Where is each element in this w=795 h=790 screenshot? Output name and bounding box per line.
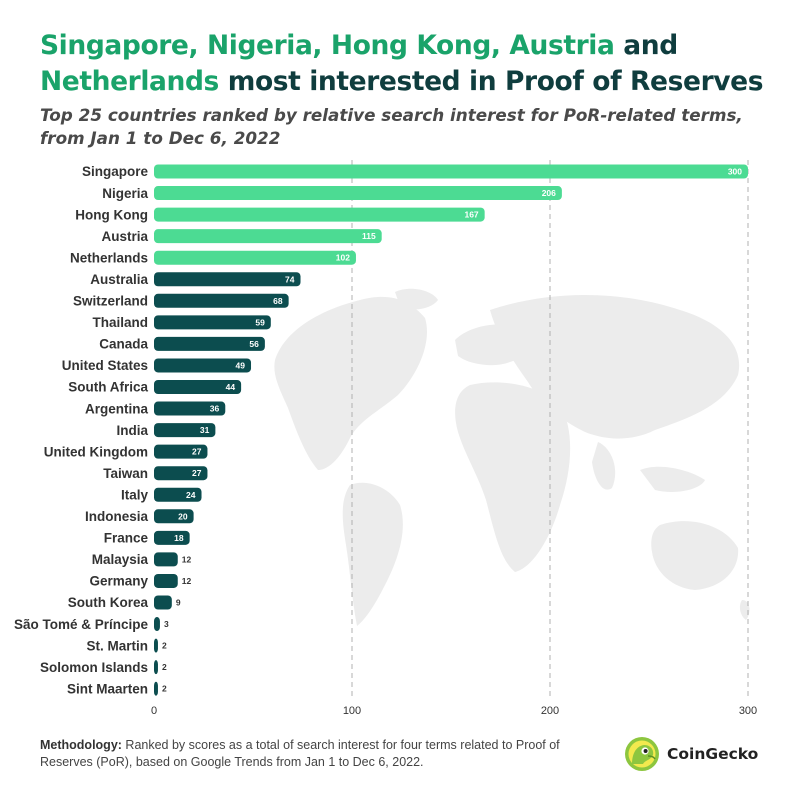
category-label: Argentina: [85, 401, 148, 416]
category-label: Nigeria: [102, 186, 148, 201]
brand-logo: CoinGecko: [624, 736, 758, 772]
value-label: 49: [236, 360, 246, 370]
title-highlight-netherlands: Netherlands: [40, 66, 219, 97]
category-label: United States: [62, 358, 148, 373]
value-label: 9: [176, 598, 181, 608]
brand-name: CoinGecko: [667, 745, 759, 763]
category-label: Solomon Islands: [40, 660, 148, 675]
bar: [154, 207, 485, 222]
value-label: 3: [164, 619, 169, 629]
bar: [154, 229, 382, 244]
bar-chart: Singapore 300 Nigeria 206 Hong Kong 167 Austri…: [14, 160, 757, 717]
bar: [154, 573, 178, 588]
category-label: Hong Kong: [75, 207, 148, 222]
title-rest: most interested in Proof of Reserves: [218, 66, 764, 97]
bar: [154, 638, 158, 653]
value-label: 59: [255, 317, 265, 327]
category-label: India: [116, 423, 148, 438]
value-label: 24: [186, 490, 196, 500]
x-tick-label: 200: [541, 705, 559, 717]
category-label: Canada: [99, 337, 148, 352]
x-tick-label: 300: [739, 705, 757, 717]
value-label: 300: [728, 167, 742, 177]
category-label: United Kingdom: [44, 444, 148, 459]
category-label: Thailand: [92, 315, 148, 330]
gecko-logo-icon: [625, 737, 659, 771]
chart-title: Singapore, Nigeria, Hong Kong, Austria a…: [40, 28, 780, 100]
bar: [154, 487, 202, 502]
category-label: Indonesia: [85, 509, 149, 524]
value-label: 2: [162, 662, 167, 672]
category-label: Sint Maarten: [67, 681, 148, 696]
x-tick-label: 0: [151, 705, 157, 717]
category-label: Australia: [90, 272, 148, 287]
category-label: Switzerland: [73, 294, 148, 309]
value-label: 56: [249, 339, 259, 349]
category-label: France: [104, 531, 149, 546]
bar: [154, 509, 194, 524]
bar: [154, 552, 178, 567]
category-label: Netherlands: [70, 250, 148, 265]
title-and: and: [614, 30, 678, 61]
category-label: South Africa: [68, 380, 148, 395]
title-highlight-countries: Singapore, Nigeria, Hong Kong, Austria: [40, 30, 615, 61]
bar: [154, 250, 356, 265]
methodology-text: Ranked by scores as a total of search in…: [40, 738, 560, 769]
bar: [154, 186, 562, 201]
bar: [154, 293, 289, 308]
x-tick-label: 100: [343, 705, 361, 717]
chart-subtitle: Top 25 countries ranked by relative sear…: [40, 105, 743, 148]
bar: [154, 380, 242, 394]
value-label: 20: [178, 511, 188, 521]
value-label: 206: [542, 188, 556, 198]
value-label: 27: [192, 468, 202, 478]
value-label: 36: [210, 404, 220, 414]
world-map-watermark: [274, 288, 750, 626]
category-label: Germany: [89, 574, 148, 589]
bar: [154, 530, 190, 545]
category-label: Italy: [121, 487, 149, 502]
bar: [154, 272, 301, 287]
bar: [154, 617, 160, 632]
category-label: Malaysia: [92, 552, 149, 567]
value-label: 74: [285, 274, 295, 284]
bar: [154, 595, 172, 610]
category-label: Austria: [101, 229, 148, 244]
category-label: South Korea: [68, 595, 149, 610]
value-label: 44: [226, 382, 236, 392]
value-label: 18: [174, 533, 184, 543]
value-label: 167: [464, 210, 478, 220]
methodology-note: Methodology: Ranked by scores as a total…: [40, 737, 560, 771]
methodology-label: Methodology:: [40, 738, 122, 752]
bar: [154, 444, 208, 459]
bar: [154, 423, 216, 438]
value-label: 12: [182, 554, 192, 564]
bar: [154, 660, 158, 675]
bar: [154, 315, 271, 330]
value-label: 12: [182, 576, 192, 586]
value-label: 115: [362, 231, 376, 241]
category-label: St. Martin: [86, 638, 148, 653]
bar: [154, 358, 252, 373]
category-label: Singapore: [82, 164, 149, 179]
value-label: 31: [200, 425, 210, 435]
bar: [154, 401, 226, 416]
bar: [154, 681, 158, 696]
value-label: 27: [192, 447, 202, 457]
value-label: 68: [273, 296, 283, 306]
value-label: 2: [162, 641, 167, 651]
value-label: 2: [162, 684, 167, 694]
bar: [154, 466, 208, 481]
category-label: Taiwan: [103, 466, 148, 481]
value-label: 102: [336, 253, 350, 263]
category-label: São Tomé & Príncipe: [14, 617, 149, 632]
bar: [154, 164, 748, 179]
bar: [154, 336, 265, 351]
